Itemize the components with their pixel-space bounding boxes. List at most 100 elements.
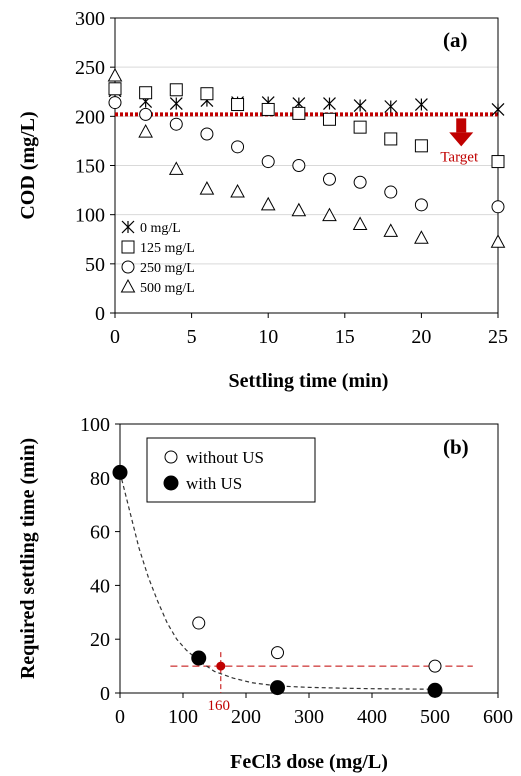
b-legend-label: with US [186,474,242,493]
a-series-0 [108,84,505,116]
a-series-1 [108,82,505,169]
a-target-label: Target [440,149,479,165]
a-data-point [384,100,398,113]
a-data-point [414,230,429,244]
b-legend-label: without US [186,448,264,467]
b-highlight-point [216,661,226,671]
a-series-2 [108,96,505,214]
a-data-point [199,181,215,195]
b-fit-curve [119,472,436,690]
a-legend-label: 125 mg/L [140,241,195,256]
a-legend-label: 250 mg/L [140,261,195,276]
a-legend-marker [121,260,135,274]
a-data-point [231,98,245,112]
b-x-tick-label: 500 [420,706,450,728]
b-legend-box [146,437,316,503]
a-data-point [414,139,428,153]
a-data-point [261,102,275,116]
a-y-axis-label: COD (mg/L) [17,111,39,219]
a-data-point [353,175,367,189]
a-data-point [169,97,183,110]
a-data-point [491,200,505,214]
a-data-point [260,196,276,211]
a-data-point [261,155,275,169]
a-data-point [353,120,367,134]
a-data-point [230,184,245,198]
b-y-tick-label: 100 [80,414,110,436]
a-data-point [231,140,245,154]
a-series-3 [107,67,506,248]
a-legend-label: 500 mg/L [140,281,195,296]
a-x-tick-label: 5 [187,326,197,348]
chart-a: 0 50 100 150 200 250 300 0 5 10 15 20 25 Settling tim… [17,8,508,392]
a-data-point [291,202,307,217]
b-highlight-label: 160 [208,698,231,714]
b-x-tick-label: 600 [483,706,513,728]
b-data-point [271,646,284,660]
a-legend-label: 0 mg/L [140,221,181,236]
a-data-point [491,103,505,116]
a-data-point [168,161,184,175]
b-data-point [428,659,442,673]
a-y-tick-label: 0 [95,303,105,325]
b-x-tick-label: 400 [357,706,387,728]
a-target-arrow [449,132,474,147]
a-panel-label: (a) [443,28,468,52]
a-data-point [322,172,336,186]
b-data-point [427,682,443,698]
a-y-tick-label: 200 [75,106,105,128]
a-data-point [384,185,398,199]
b-series-1 [112,464,443,698]
b-data-point [191,650,207,666]
a-data-point [322,207,337,222]
a-legend-marker [121,240,135,254]
a-data-point [383,223,399,237]
a-data-point [169,117,183,131]
a-y-tick-label: 300 [75,8,105,30]
a-data-point [139,107,153,121]
b-y-tick-label: 0 [100,683,110,705]
b-panel-label: (b) [443,435,469,459]
a-data-point [490,234,506,248]
b-x-tick-label: 0 [115,706,125,728]
a-y-tick-label: 250 [75,57,105,79]
b-y-tick-label: 20 [90,629,110,651]
a-x-tick-label: 15 [335,326,355,348]
a-data-point [414,198,428,212]
a-x-axis-label: Settling time (min) [229,370,389,392]
a-x-tick-label: 20 [411,326,431,348]
a-data-point [200,87,214,101]
a-x-tick-label: 10 [258,326,278,348]
b-y-tick-label: 40 [90,575,110,597]
b-y-axis-label: Required settling time (min) [17,438,39,679]
a-data-point [352,216,368,230]
a-data-point [323,97,336,110]
a-data-point [292,159,306,172]
a-data-point [292,106,306,120]
a-legend-marker [121,220,135,234]
a-x-tick-label: 25 [488,326,508,348]
b-x-tick-label: 300 [294,706,324,728]
a-data-point [414,98,428,111]
a-data-point [491,155,505,169]
a-target-arrow [456,118,467,133]
b-y-tick-label: 80 [90,468,110,490]
b-x-tick-label: 200 [231,706,261,728]
b-data-point [270,680,285,696]
a-data-point [107,67,123,82]
a-data-point [384,132,398,146]
a-y-tick-label: 100 [75,205,105,227]
a-y-tick-label: 50 [85,254,105,276]
a-data-point [108,82,122,96]
b-x-tick-label: 100 [168,706,198,728]
a-legend-marker [120,278,136,293]
a-data-point [138,124,153,138]
b-legend-marker [164,450,178,464]
b-legend-marker [163,475,179,491]
a-data-point [200,127,214,141]
a-x-tick-label: 0 [110,326,120,348]
a-data-point [353,99,367,112]
a-data-point [322,112,336,126]
b-x-axis-label: FeCl3 dose (mg/L) [230,751,388,773]
